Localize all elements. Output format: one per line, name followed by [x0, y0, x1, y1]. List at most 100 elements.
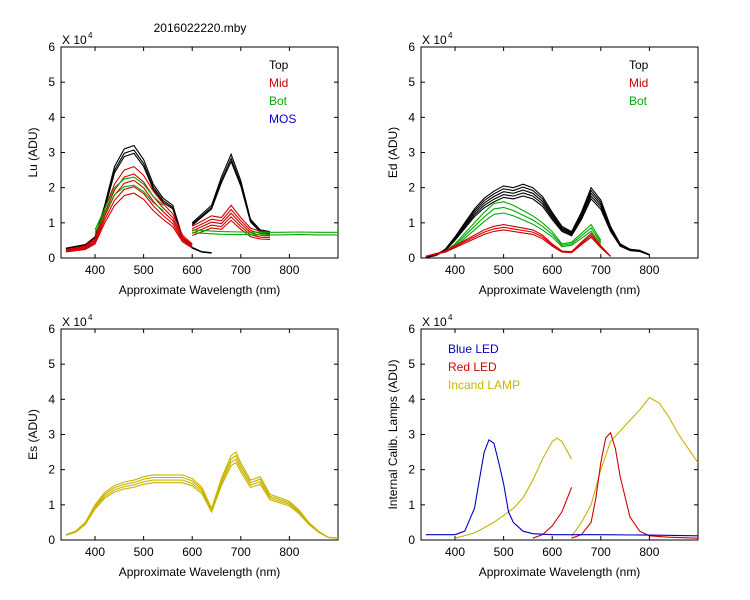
series-line-mid — [191, 204, 271, 233]
x-tick-label: 500 — [494, 545, 514, 559]
series-line-es — [65, 461, 338, 540]
series-line-bot — [444, 206, 602, 253]
figure-title: 2016022220.mby — [153, 21, 247, 35]
legend-entry-mos: MOS — [269, 112, 296, 126]
series-line-top — [191, 156, 271, 234]
y-tick-label: 3 — [48, 428, 55, 442]
series-line-mid — [425, 226, 611, 257]
x-axis-label: Approximate Wavelength (nm) — [479, 283, 641, 297]
series-group — [65, 144, 338, 254]
y-multiplier-exponent: 4 — [88, 31, 93, 40]
y-tick-label: 4 — [408, 392, 415, 406]
x-tick-label: 800 — [279, 545, 299, 559]
series-group — [425, 183, 650, 258]
series-line-bot — [192, 229, 338, 233]
series-line-top — [425, 192, 650, 258]
x-tick-label: 600 — [182, 263, 202, 277]
x-tick-label: 800 — [279, 263, 299, 277]
y-tick-label: 0 — [408, 533, 415, 547]
x-tick-label: 800 — [639, 545, 659, 559]
legend-entry-top: Top — [629, 58, 649, 72]
series-line-incand-lamp — [571, 396, 698, 537]
y-tick-label: 4 — [48, 110, 55, 124]
y-tick-label: 2 — [48, 181, 55, 195]
legend-entry-blue-led: Blue LED — [448, 342, 499, 356]
y-axis-label: Internal Calib. Lamps (ADU) — [386, 359, 400, 509]
series-line-top — [425, 189, 650, 258]
series-line-mid — [191, 216, 271, 239]
series-line-bot — [444, 201, 602, 252]
y-tick-label: 1 — [48, 498, 55, 512]
x-tick-label: 400 — [445, 545, 465, 559]
y-tick-label: 3 — [408, 146, 415, 160]
series-line-red-led — [532, 487, 573, 539]
series-line-top — [191, 152, 271, 233]
series-line-incand-lamp — [454, 437, 573, 539]
series-line-es — [65, 454, 338, 539]
y-tick-label: 2 — [48, 463, 55, 477]
y-tick-label: 3 — [48, 146, 55, 160]
x-tick-label: 700 — [591, 545, 611, 559]
series-line-top — [425, 195, 650, 258]
y-tick-label: 4 — [408, 110, 415, 124]
x-tick-label: 400 — [445, 263, 465, 277]
x-tick-label: 500 — [494, 263, 514, 277]
x-axis-label: Approximate Wavelength (nm) — [479, 565, 641, 579]
series-line-top — [65, 144, 212, 254]
legend-entry-bot: Bot — [629, 94, 648, 108]
legend-entry-top: Top — [269, 58, 289, 72]
y-multiplier-exponent: 4 — [448, 31, 453, 40]
y-axis-label: Es (ADU) — [26, 409, 40, 460]
series-line-top — [191, 160, 271, 235]
x-tick-label: 700 — [231, 545, 251, 559]
series-line-red-led — [571, 431, 698, 539]
y-tick-label: 6 — [408, 322, 415, 336]
y-tick-label: 5 — [408, 357, 415, 371]
series-line-mid — [425, 224, 611, 257]
y-tick-label: 1 — [408, 216, 415, 230]
y-tick-label: 0 — [48, 251, 55, 265]
legend-entry-red-led: Red LED — [448, 360, 497, 374]
y-tick-label: 2 — [408, 463, 415, 477]
series-line-es — [65, 458, 338, 539]
x-tick-label: 500 — [134, 545, 154, 559]
y-multiplier-label: X 10 — [62, 33, 87, 47]
series-line-es — [65, 451, 338, 539]
x-tick-label: 600 — [542, 263, 562, 277]
x-tick-label: 800 — [639, 263, 659, 277]
y-tick-label: 5 — [48, 357, 55, 371]
legend-entry-mid: Mid — [269, 76, 288, 90]
x-axis-label: Approximate Wavelength (nm) — [119, 565, 281, 579]
series-line-mid — [65, 173, 193, 251]
y-axis-label: Ed (ADU) — [386, 127, 400, 178]
y-tick-label: 6 — [48, 322, 55, 336]
series-line-mid — [425, 229, 611, 258]
y-tick-label: 0 — [408, 251, 415, 265]
y-multiplier-label: X 10 — [422, 33, 447, 47]
x-tick-label: 600 — [182, 545, 202, 559]
legend-entry-bot: Bot — [269, 94, 288, 108]
series-line-bot — [192, 232, 338, 236]
y-multiplier-exponent: 4 — [448, 313, 453, 322]
y-tick-label: 6 — [408, 40, 415, 54]
y-tick-label: 2 — [408, 181, 415, 195]
y-tick-label: 1 — [48, 216, 55, 230]
y-tick-label: 3 — [408, 428, 415, 442]
x-tick-label: 600 — [542, 545, 562, 559]
series-group — [65, 451, 338, 540]
x-tick-label: 400 — [85, 545, 105, 559]
y-axis-label: Lu (ADU) — [26, 127, 40, 177]
y-multiplier-exponent: 4 — [88, 313, 93, 322]
series-line-mid — [65, 192, 193, 253]
series-line-mid — [65, 186, 193, 252]
series-group — [425, 396, 698, 539]
y-tick-label: 5 — [48, 75, 55, 89]
series-line-blue-led — [425, 438, 698, 537]
series-line-bot — [94, 184, 164, 233]
series-line-top — [65, 149, 212, 254]
